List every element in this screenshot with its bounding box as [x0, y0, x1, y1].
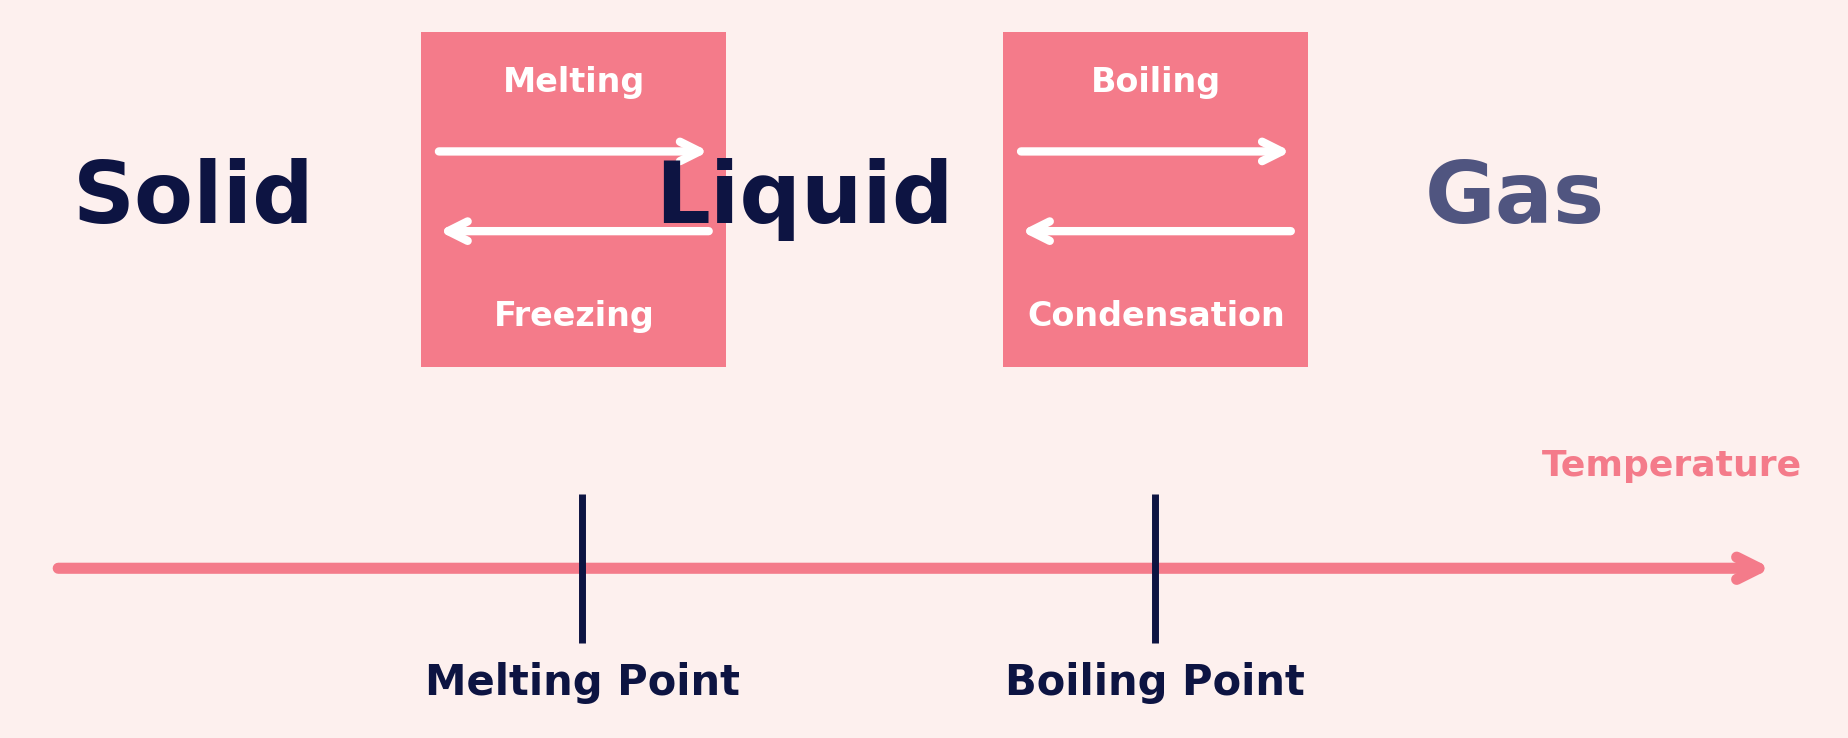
Text: Melting Point: Melting Point [425, 662, 739, 704]
Text: Freezing: Freezing [493, 300, 654, 333]
Text: Boiling Point: Boiling Point [1005, 662, 1305, 704]
Bar [421, 32, 726, 367]
Text: Melting: Melting [503, 66, 645, 99]
Text: Temperature: Temperature [1541, 449, 1802, 483]
Bar [1003, 32, 1308, 367]
Text: Liquid: Liquid [654, 158, 954, 241]
Text: Gas: Gas [1425, 158, 1606, 241]
Text: Condensation: Condensation [1027, 300, 1284, 333]
Text: Solid: Solid [74, 158, 314, 241]
Text: Boiling: Boiling [1090, 66, 1222, 99]
